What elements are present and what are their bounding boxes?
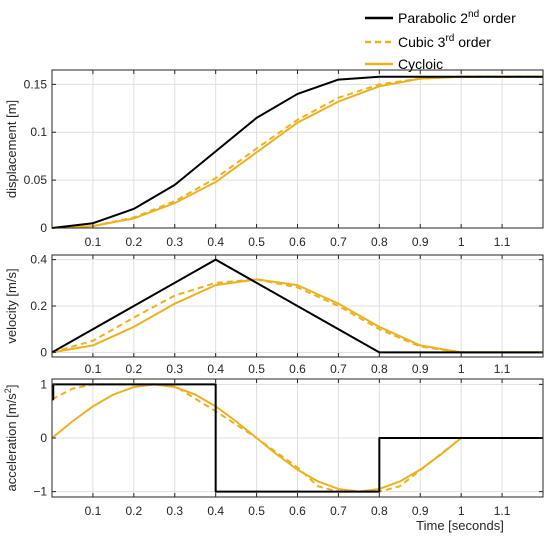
x-tick-label: 0.5 [248, 504, 265, 518]
y-tick-label: −1 [33, 485, 47, 499]
x-tick-label: 0.3 [166, 235, 183, 249]
y-tick-label: 0.2 [30, 299, 47, 313]
y-tick-label: 0.4 [30, 253, 47, 267]
x-tick-label: 0.7 [330, 362, 347, 376]
series-line-parabolic-2nd-order [52, 75, 543, 229]
x-tick-label: 0.9 [412, 235, 429, 249]
y-tick-label: 0 [40, 221, 47, 235]
y-axis-label: displacement [m] [4, 100, 19, 198]
x-tick-label: 0.7 [330, 235, 347, 249]
legend-label: Parabolic 2nd order [398, 9, 516, 26]
y-tick-label: 0.05 [24, 173, 48, 187]
x-tick-label: 0.6 [289, 504, 306, 518]
x-tick-label: 0.2 [125, 235, 142, 249]
x-tick-label: 1.1 [494, 235, 511, 249]
panel-1: 0.1 0.2 0.3 0.4 0.5 0.6 0.7 0.8 0.9 1 1.1 0 0.05 0.1 0… [4, 69, 544, 249]
y-axis-label: acceleration [m/s2] [3, 385, 19, 492]
legend: Parabolic 2nd order Cubic 3rd order Cycloi… [365, 9, 516, 72]
x-tick-label: 1.1 [494, 504, 511, 518]
x-tick-label: 0.1 [85, 504, 102, 518]
series-line-parabolic-2nd-order [52, 258, 543, 354]
y-tick-label: 0 [40, 431, 47, 445]
series-line-cycloic [52, 383, 543, 493]
x-tick-label: 0.2 [125, 504, 142, 518]
x-axis-label: Time [seconds] [416, 518, 504, 533]
x-tick-label: 1 [458, 362, 465, 376]
y-axis-label: velocity [m/s] [4, 268, 19, 343]
panel-3: 0.1 0.2 0.3 0.4 0.5 0.6 0.7 0.8 0.9 1 1.1 −1 0 1 accel… [3, 377, 544, 533]
x-tick-label: 0.2 [125, 362, 142, 376]
x-tick-label: 0.4 [207, 362, 224, 376]
legend-label: Cubic 3rd order [398, 33, 491, 50]
x-tick-label: 0.3 [166, 362, 183, 376]
x-tick-label: 0.1 [85, 235, 102, 249]
x-tick-label: 0.8 [371, 504, 388, 518]
series-line-cubic-3rd-order [52, 278, 543, 354]
series-line-cubic-3rd-order [52, 75, 543, 229]
x-tick-label: 1 [458, 504, 465, 518]
y-tick-label: 0.1 [30, 125, 47, 139]
x-tick-label: 0.5 [248, 362, 265, 376]
y-tick-label: 0.15 [24, 77, 48, 91]
x-tick-label: 0.4 [207, 235, 224, 249]
y-tick-label: 1 [40, 377, 47, 391]
x-tick-label: 1 [458, 235, 465, 249]
x-tick-label: 0.6 [289, 362, 306, 376]
x-tick-label: 0.6 [289, 235, 306, 249]
legend-label: Cycloic [398, 56, 443, 72]
series-line-parabolic-2nd-order [52, 383, 543, 493]
x-tick-label: 0.1 [85, 362, 102, 376]
x-tick-label: 1.1 [494, 362, 511, 376]
x-tick-label: 0.7 [330, 504, 347, 518]
x-tick-label: 0.5 [248, 235, 265, 249]
x-tick-label: 0.8 [371, 235, 388, 249]
y-tick-label: 0 [40, 345, 47, 359]
x-tick-label: 0.9 [412, 504, 429, 518]
x-tick-label: 0.8 [371, 362, 388, 376]
x-tick-label: 0.4 [207, 504, 224, 518]
x-tick-label: 0.9 [412, 362, 429, 376]
x-tick-label: 0.3 [166, 504, 183, 518]
panel-2: 0.1 0.2 0.3 0.4 0.5 0.6 0.7 0.8 0.9 1 1.1 0 0.2 0.4 ve… [4, 253, 544, 376]
